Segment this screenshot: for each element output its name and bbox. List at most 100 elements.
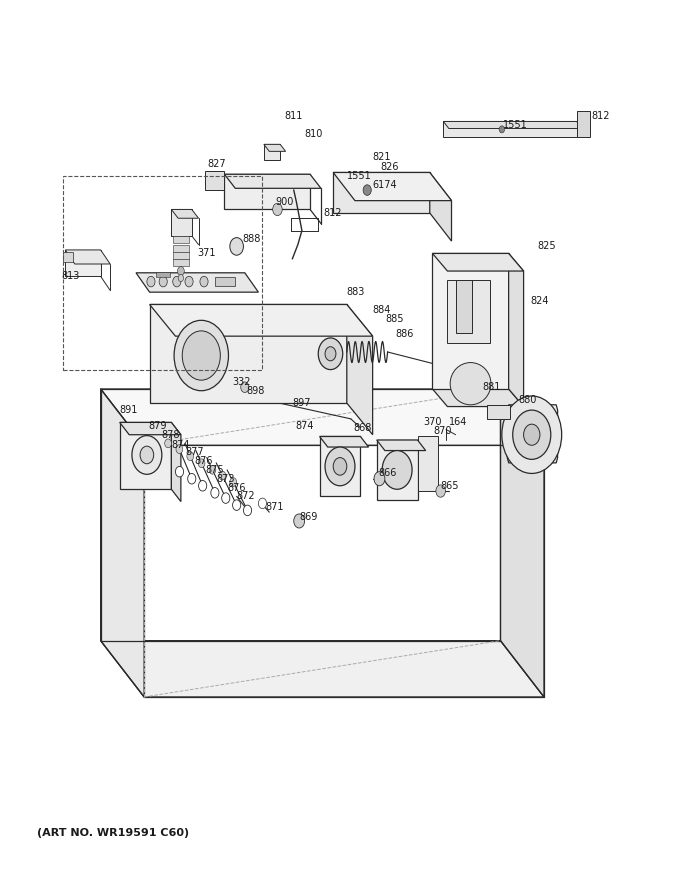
Polygon shape <box>500 389 544 697</box>
Text: 897: 897 <box>292 398 311 408</box>
Circle shape <box>382 451 412 489</box>
Text: (ART NO. WR19591 C60): (ART NO. WR19591 C60) <box>37 828 190 838</box>
Text: 821: 821 <box>373 151 391 162</box>
Text: 870: 870 <box>434 426 452 436</box>
Text: 370: 370 <box>423 417 441 428</box>
Circle shape <box>513 410 551 459</box>
Polygon shape <box>377 440 418 500</box>
Bar <box>173 245 189 252</box>
Text: 1551: 1551 <box>347 171 371 181</box>
Text: 827: 827 <box>207 158 226 169</box>
Polygon shape <box>320 436 360 496</box>
Bar <box>65 250 101 276</box>
Polygon shape <box>101 641 544 697</box>
Text: 876: 876 <box>194 456 213 466</box>
Bar <box>156 272 170 277</box>
Circle shape <box>182 331 220 380</box>
Circle shape <box>175 466 184 477</box>
Polygon shape <box>377 440 426 451</box>
Circle shape <box>176 444 183 453</box>
Bar <box>173 236 189 243</box>
Circle shape <box>178 275 184 282</box>
Circle shape <box>159 276 167 287</box>
Text: 898: 898 <box>246 385 265 396</box>
Circle shape <box>325 347 336 361</box>
Polygon shape <box>333 172 452 201</box>
Bar <box>63 176 262 370</box>
Circle shape <box>374 472 385 486</box>
Text: 813: 813 <box>61 271 80 282</box>
Circle shape <box>199 480 207 491</box>
Text: 865: 865 <box>441 480 459 491</box>
Text: 826: 826 <box>381 162 399 172</box>
Polygon shape <box>456 280 472 333</box>
Text: 880: 880 <box>518 395 537 406</box>
Text: 6174: 6174 <box>373 180 397 190</box>
Circle shape <box>132 436 162 474</box>
Text: 869: 869 <box>299 512 318 523</box>
Text: 872: 872 <box>237 491 255 502</box>
Circle shape <box>147 276 155 287</box>
Circle shape <box>165 439 171 448</box>
Bar <box>173 252 189 259</box>
Text: 875: 875 <box>205 465 224 475</box>
Circle shape <box>524 424 540 445</box>
Text: 824: 824 <box>530 296 549 306</box>
Circle shape <box>325 447 355 486</box>
Polygon shape <box>264 144 286 151</box>
Circle shape <box>188 473 196 484</box>
Bar <box>577 111 590 137</box>
Text: 878: 878 <box>162 429 180 440</box>
Ellipse shape <box>450 363 491 405</box>
Text: 900: 900 <box>275 197 294 208</box>
Bar <box>264 144 280 160</box>
Polygon shape <box>432 389 524 407</box>
Circle shape <box>233 500 241 510</box>
Polygon shape <box>120 422 181 435</box>
Polygon shape <box>509 253 524 407</box>
Text: 891: 891 <box>119 405 137 415</box>
Polygon shape <box>347 304 373 435</box>
Text: 868: 868 <box>354 422 372 433</box>
Polygon shape <box>333 172 430 213</box>
Circle shape <box>258 498 267 509</box>
Polygon shape <box>136 273 258 292</box>
Polygon shape <box>432 253 509 389</box>
Polygon shape <box>443 121 582 128</box>
Text: 811: 811 <box>284 111 303 121</box>
Text: 884: 884 <box>373 304 391 315</box>
Polygon shape <box>320 436 369 447</box>
Circle shape <box>294 514 305 528</box>
Text: 877: 877 <box>185 447 203 458</box>
Text: 876: 876 <box>227 482 245 493</box>
Text: 812: 812 <box>592 111 610 121</box>
Text: 888: 888 <box>242 234 260 245</box>
Polygon shape <box>65 250 110 264</box>
Text: 810: 810 <box>305 128 323 139</box>
Bar <box>215 277 235 286</box>
Polygon shape <box>418 436 438 491</box>
Text: 371: 371 <box>197 248 216 259</box>
Text: 881: 881 <box>483 382 501 392</box>
Text: 164: 164 <box>449 417 467 428</box>
Circle shape <box>273 203 282 216</box>
Text: 885: 885 <box>385 313 403 324</box>
Text: 812: 812 <box>324 208 342 218</box>
Circle shape <box>436 485 445 497</box>
Text: 874: 874 <box>171 440 190 451</box>
Bar <box>224 174 310 209</box>
Polygon shape <box>447 280 490 343</box>
Circle shape <box>230 238 243 255</box>
Bar <box>487 405 510 419</box>
Polygon shape <box>171 422 181 502</box>
Polygon shape <box>101 389 144 697</box>
Polygon shape <box>432 253 524 271</box>
Polygon shape <box>101 389 544 445</box>
Polygon shape <box>150 304 347 403</box>
Bar <box>205 171 224 190</box>
Circle shape <box>230 478 237 487</box>
Polygon shape <box>430 172 452 241</box>
Bar <box>171 209 192 236</box>
Text: 883: 883 <box>347 287 365 297</box>
Circle shape <box>363 185 371 195</box>
